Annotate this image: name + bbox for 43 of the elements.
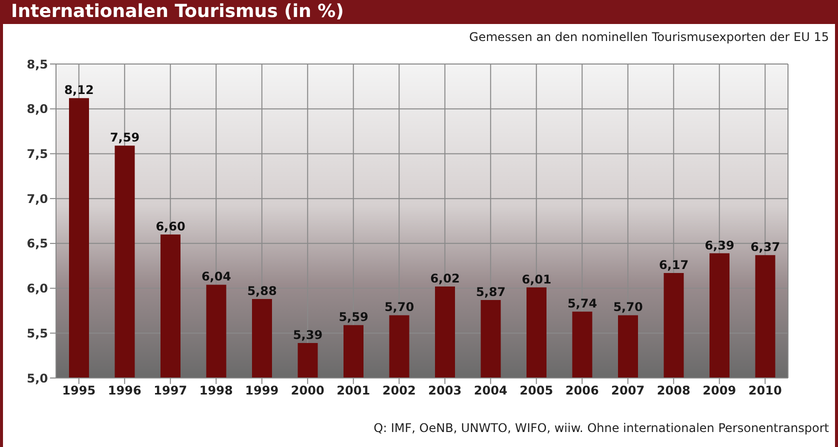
x-tick-label: 1997 [154,384,188,398]
data-label: 6,02 [430,271,460,286]
x-tick-label: 2001 [336,384,370,398]
x-tick-label: 2002 [382,384,416,398]
x-tick-label: 2004 [474,384,508,398]
x-tick-label: 2007 [611,384,645,398]
data-label: 5,59 [338,310,368,324]
x-tick-label: 1996 [108,384,142,398]
y-tick-label: 6,5 [26,236,48,251]
data-label: 5,87 [476,284,506,299]
data-label: 6,39 [704,238,734,252]
data-label: 5,70 [613,300,643,314]
x-tick-label: 2008 [656,384,690,398]
y-tick-label: 7,0 [26,192,48,206]
x-tick-label: 2006 [565,384,599,398]
data-label: 7,59 [110,130,140,145]
y-tick-label: 5,5 [26,326,48,340]
data-label: 5,88 [247,284,277,298]
data-label: 8,12 [64,83,94,98]
x-tick-label: 2009 [702,384,736,398]
data-label: 6,60 [156,219,186,234]
data-label: 6,37 [750,240,780,254]
chart-subtitle: Gemessen an den nominellen Tourismusexporten der EU 15 [469,30,829,44]
y-tick-label: 8,5 [26,57,48,72]
text: Q: IMF, OeNB, UNWTO, WIFO, wiiw. Ohne internationalen Personentransport [374,421,829,435]
x-tick-label: 1998 [199,384,233,398]
y-tick-label: 8,0 [26,102,48,116]
x-tick-label: 1999 [245,384,279,398]
data-label: 6,01 [522,272,552,286]
x-tick-label: 2010 [748,384,782,398]
chart-title: Internationalen Tourismus (in %) [3,0,835,24]
x-tick-label: 2000 [290,384,324,398]
data-label: 5,39 [292,328,323,342]
y-tick-label: 5,0 [26,371,48,386]
x-tick-label: 2005 [520,384,554,398]
data-label: 6,04 [201,270,232,284]
x-tick-label: 1995 [62,384,96,398]
data-label: 5,70 [384,300,414,314]
y-tick-label: 6,0 [26,282,48,296]
x-tick-label: 2003 [428,384,462,398]
y-tick-label: 7,5 [26,146,48,161]
data-label: 6,17 [658,258,689,272]
data-label: 5,74 [567,296,598,311]
